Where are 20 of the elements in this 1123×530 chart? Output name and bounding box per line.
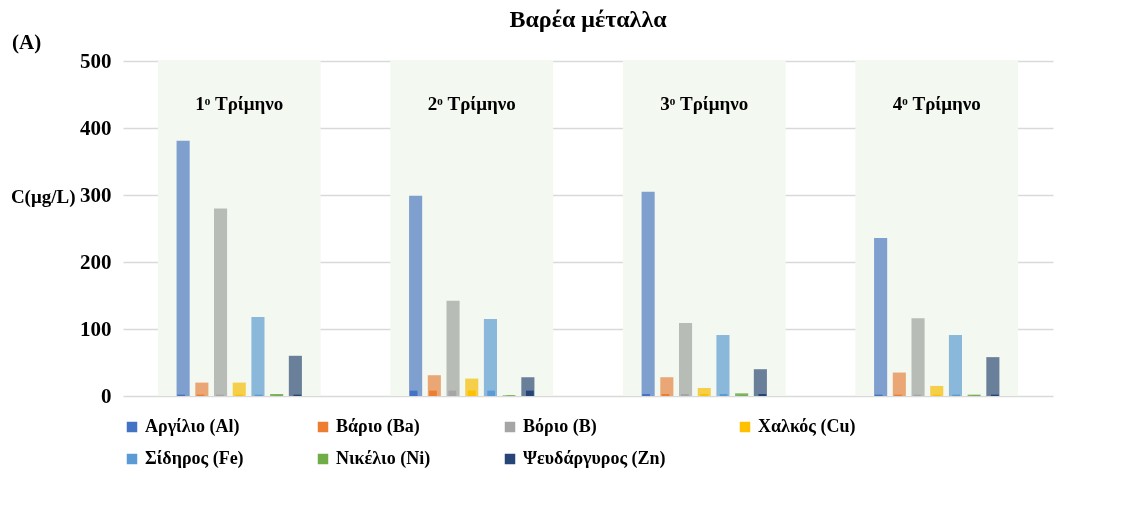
x-tick-label: 3ᵒ Τρίμηνο: [660, 92, 749, 114]
y-tick-label: 300: [80, 182, 112, 207]
legend-label: Ψευδάργυρος (Zn): [523, 448, 666, 469]
legend-label: Χαλκός (Cu): [758, 416, 856, 437]
y-tick-label: 400: [80, 115, 112, 140]
x-tick-label: 1ᵒ Τρίμηνο: [195, 92, 284, 114]
x-tick-label: 2ᵒ Τρίμηνο: [427, 92, 516, 114]
legend-label: Βόριο (B): [523, 416, 597, 437]
y-axis-title: C(μg/L): [10, 185, 76, 208]
text: (A): [12, 30, 42, 55]
legend-label: Σίδηρος (Fe): [145, 448, 244, 469]
y-tick-label: 0: [101, 383, 112, 408]
legend-label: Νικέλιο (Ni): [336, 448, 431, 469]
x-tick-label: 4ᵒ Τρίμηνο: [892, 92, 981, 114]
y-tick-label: 500: [80, 48, 112, 73]
legend-label: Βάριο (Ba): [336, 416, 420, 437]
y-tick-label: 100: [80, 316, 112, 341]
chart-title: Βαρέα μέταλλα: [509, 6, 668, 32]
legend-label: Αργίλιο (Al): [145, 416, 240, 437]
y-tick-label: 200: [80, 249, 112, 274]
